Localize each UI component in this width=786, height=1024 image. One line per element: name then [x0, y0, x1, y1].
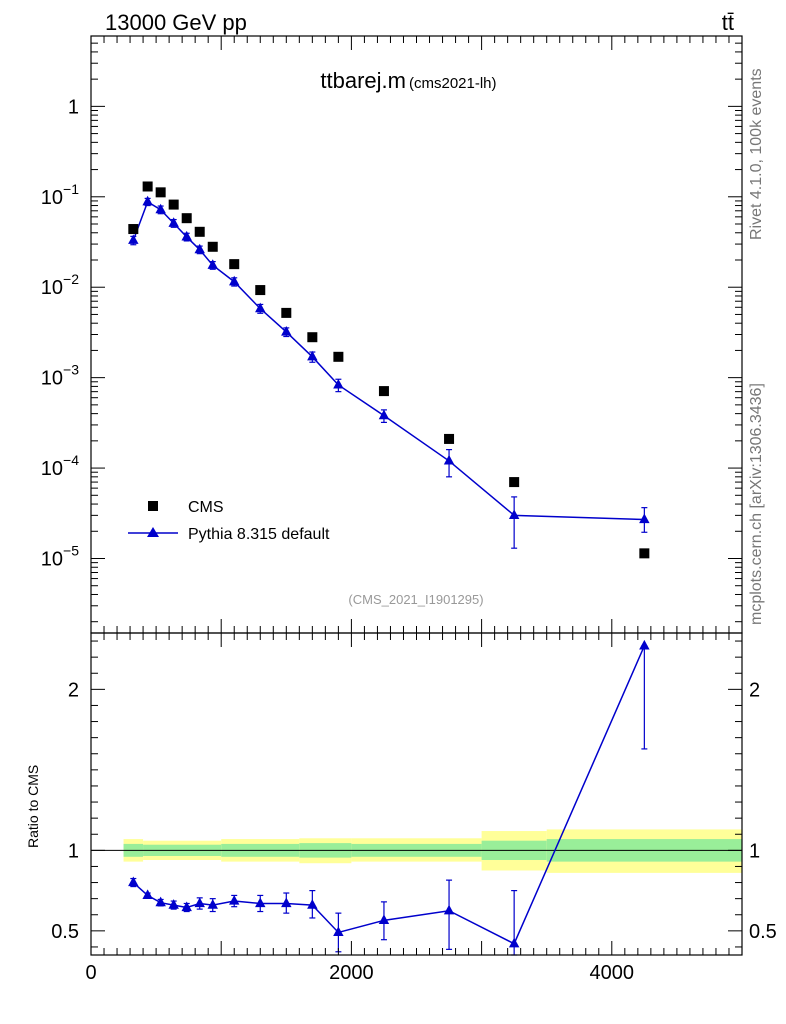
ratio-point	[639, 639, 650, 650]
main-panel: 1 10−1 10−2 10−3 10−4 10−5 ttbarej.m (cms2021…	[41, 35, 743, 634]
ratio-mc-line	[132, 645, 646, 945]
mc-point	[639, 513, 650, 524]
data-point	[168, 199, 179, 210]
ratio-point	[307, 899, 318, 909]
legend: CMS Pythia 8.315 default	[128, 499, 330, 543]
y-tick-label: 1	[68, 96, 79, 118]
ratio-mc-series	[128, 639, 650, 956]
ratio-point	[333, 926, 344, 937]
data-point	[207, 241, 218, 252]
data-point	[333, 351, 344, 362]
data-point	[509, 477, 520, 488]
ratio-point	[281, 897, 292, 908]
ratio-point	[229, 895, 240, 905]
plot-title: ttbarej.m	[320, 68, 406, 93]
ratio-point	[508, 937, 520, 948]
ratio-y-axis-label: Ratio to CMS	[25, 765, 41, 848]
data-point	[128, 224, 139, 235]
ratio-y-tick-label-right: 1	[749, 840, 760, 862]
y-tick-label: 10−3	[41, 362, 79, 390]
ratio-point	[128, 876, 139, 887]
legend-data-label: CMS	[188, 499, 224, 516]
mc-point	[378, 409, 390, 420]
mc-point	[508, 509, 520, 519]
data-point	[194, 226, 205, 237]
ratio-y-tick-label: 2	[68, 679, 79, 701]
data-point	[444, 433, 455, 444]
data-point	[307, 332, 318, 343]
mc-point	[281, 325, 292, 336]
x-tick-labels: 0 2000 4000	[85, 962, 634, 984]
ratio-point	[155, 896, 166, 907]
mc-point	[443, 454, 455, 465]
ratio-y-tick-label-right: 0.5	[749, 921, 777, 943]
mc-point	[307, 350, 318, 361]
data-point	[255, 285, 266, 296]
ratio-y-tick-label: 0.5	[51, 921, 79, 943]
mc-point	[333, 378, 344, 389]
data-point	[181, 213, 192, 224]
mc-point	[255, 302, 266, 313]
x-tick-label: 0	[85, 962, 96, 984]
mc-line	[132, 200, 645, 521]
mc-point	[229, 275, 240, 286]
legend-data-marker	[148, 501, 158, 511]
data-point	[229, 259, 240, 270]
ratio-point	[142, 889, 153, 900]
y-tick-label: 10−4	[41, 452, 79, 480]
mc-point	[168, 217, 179, 227]
reference-label: (CMS_2021_I1901295)	[348, 592, 483, 607]
source-label: mcplots.cern.ch [arXiv:1306.3436]	[748, 383, 765, 625]
ratio-point	[181, 901, 192, 912]
ratio-point	[207, 899, 218, 909]
rivet-version-label: Rivet 4.1.0, 100k events	[748, 68, 765, 240]
mc-series	[128, 195, 650, 549]
mc-point	[128, 234, 139, 244]
mc-point	[207, 259, 218, 269]
ratio-y-tick-label-right: 2	[749, 679, 760, 701]
legend-mc-label: Pythia 8.315 default	[188, 526, 330, 543]
main-y-tick-labels: 1 10−1 10−2 10−3 10−4 10−5	[41, 96, 79, 570]
ratio-point	[168, 899, 179, 909]
data-point	[155, 187, 166, 198]
ratio-frame	[90, 632, 743, 956]
process-label: tt̄	[722, 10, 734, 35]
mc-point	[142, 195, 153, 206]
ratio-point	[443, 904, 455, 915]
mc-point	[181, 230, 192, 241]
ratio-point	[378, 914, 390, 924]
mc-point	[155, 203, 166, 214]
mc-point	[194, 243, 205, 254]
data-point	[142, 181, 153, 192]
ratio-point	[194, 897, 205, 908]
y-tick-label: 10−5	[41, 542, 79, 570]
data-point	[639, 548, 650, 559]
ratio-panel: 0.5 0.5 1 1 2 2 0 2000 4000 Ratio to CMS	[25, 632, 777, 984]
ratio-point	[255, 897, 266, 908]
x-tick-label: 4000	[590, 962, 635, 984]
data-point	[281, 307, 292, 318]
collision-energy-label: 13000 GeV pp	[105, 10, 247, 35]
x-tick-label: 2000	[329, 962, 374, 984]
ratio-y-tick-label: 1	[68, 840, 79, 862]
main-axis-ticks	[90, 35, 743, 633]
main-frame	[90, 35, 743, 634]
data-point	[378, 386, 389, 397]
data-series	[128, 181, 650, 559]
ratio-uncertainty-bands	[123, 829, 742, 873]
y-tick-label: 10−1	[41, 181, 79, 209]
legend-mc-marker	[147, 527, 159, 537]
y-tick-label: 10−2	[41, 271, 79, 299]
plot-subtitle: (cms2021-lh)	[409, 75, 497, 92]
ratio-y-tick-labels: 0.5 0.5 1 1 2 2	[51, 679, 777, 943]
